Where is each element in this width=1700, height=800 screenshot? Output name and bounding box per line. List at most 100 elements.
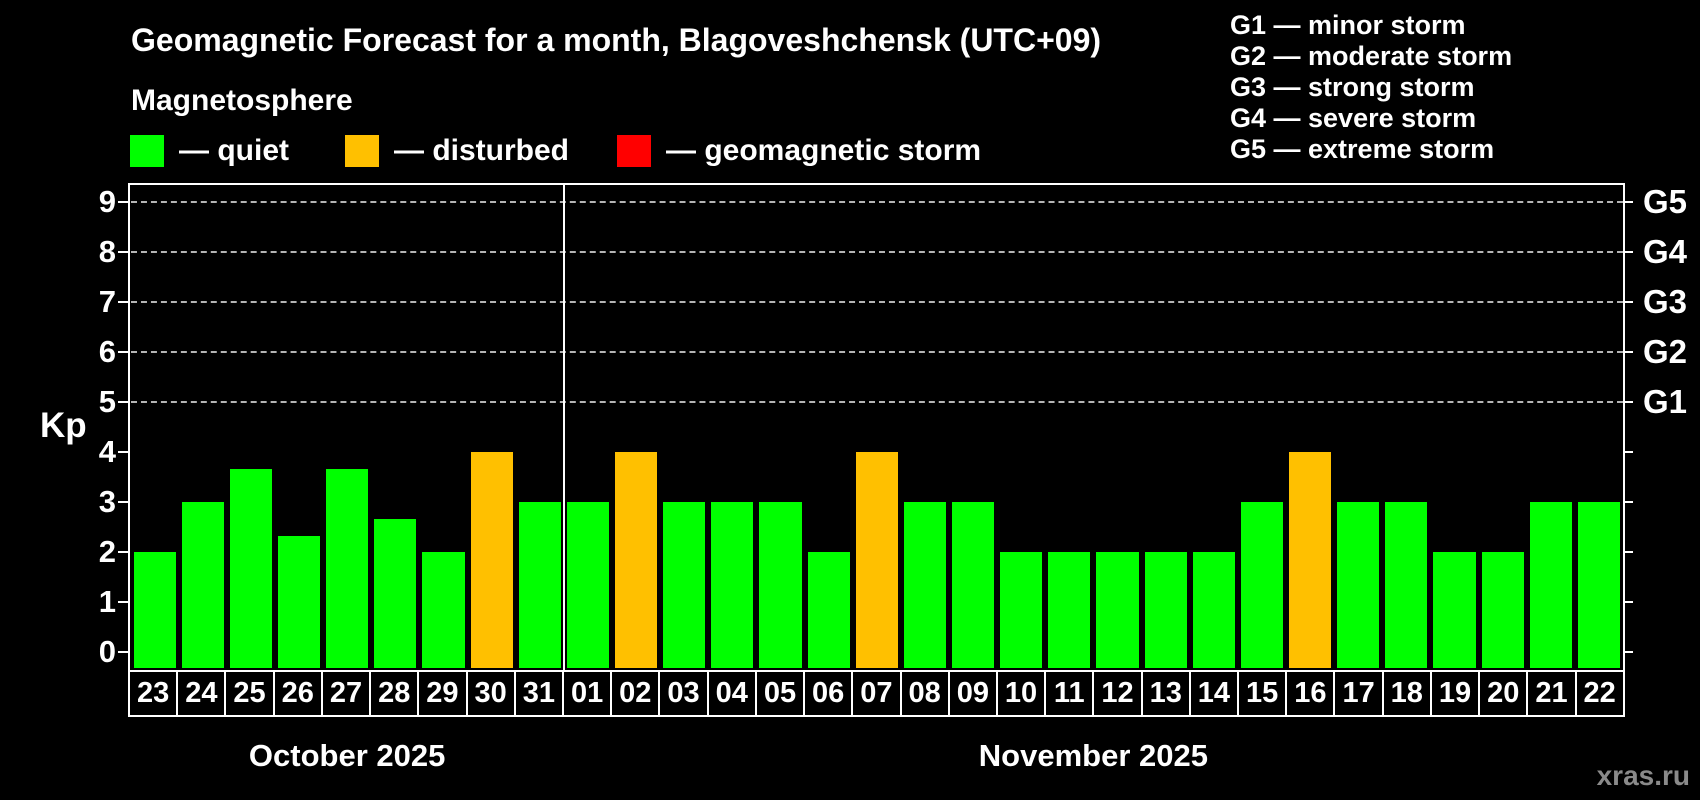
watermark: xras.ru xyxy=(1596,760,1690,791)
gridline-kp5 xyxy=(130,401,1623,403)
day-label-23: 23 xyxy=(136,677,170,709)
bar-day-02 xyxy=(614,452,658,668)
bar-day-11 xyxy=(1048,552,1091,668)
magnetosphere-label: Magnetosphere xyxy=(131,84,353,117)
bar-day-20 xyxy=(1481,552,1524,668)
bar-day-08 xyxy=(903,502,946,668)
day-label-19: 19 xyxy=(1429,672,1478,715)
storm-scale-line: G3 — strong storm xyxy=(1230,72,1475,102)
month-label: November 2025 xyxy=(978,738,1208,773)
bar-day-29 xyxy=(422,552,465,668)
right-axis-tick xyxy=(1623,201,1633,203)
day-label-20: 20 xyxy=(1478,672,1526,715)
y-tick-label-2: 2 xyxy=(98,534,116,569)
y-axis-tick xyxy=(118,201,128,203)
legend-label-disturbed: — disturbed xyxy=(394,134,570,167)
bar-day-27 xyxy=(326,468,369,668)
disturbed-swatch xyxy=(345,135,379,167)
bar-day-31 xyxy=(518,502,561,668)
storm-scale-line: G4 — severe storm xyxy=(1230,103,1477,133)
bar-day-28 xyxy=(374,518,417,668)
bar-day-13 xyxy=(1144,552,1187,668)
gridline-kp8 xyxy=(130,251,1623,253)
bar-day-18 xyxy=(1385,502,1428,668)
y-axis-tick xyxy=(118,401,128,403)
bar-day-01 xyxy=(566,502,609,668)
day-label-24: 24 xyxy=(176,672,224,715)
day-label-31: 31 xyxy=(513,672,562,715)
y-tick-label-6: 6 xyxy=(98,334,116,369)
y-axis-tick xyxy=(118,301,128,303)
y-tick-label-5: 5 xyxy=(98,384,116,419)
day-label-01: 01 xyxy=(561,672,610,715)
storm-swatch xyxy=(617,135,651,167)
day-label-22: 22 xyxy=(1574,672,1623,715)
legend-label-storm: — geomagnetic storm xyxy=(666,134,982,167)
bar-day-17 xyxy=(1337,502,1380,668)
storm-scale-line: G2 — moderate storm xyxy=(1230,41,1513,71)
bar-day-12 xyxy=(1096,552,1139,668)
bar-day-05 xyxy=(759,502,802,668)
gridline-kp7 xyxy=(130,301,1623,303)
y-axis-tick xyxy=(118,351,128,353)
day-label-03: 03 xyxy=(658,672,706,715)
bar-day-14 xyxy=(1192,552,1235,668)
day-label-27: 27 xyxy=(320,672,369,715)
plot-frame xyxy=(128,183,1625,670)
y-axis-label: Kp xyxy=(40,406,87,445)
bar-day-06 xyxy=(807,552,850,668)
bar-day-03 xyxy=(663,502,706,668)
y-tick-label-8: 8 xyxy=(98,234,116,269)
day-label-08: 08 xyxy=(899,672,948,715)
right-axis-tick xyxy=(1623,451,1633,453)
bar-day-09 xyxy=(951,502,995,668)
legend-label-quiet: — quiet xyxy=(179,134,289,167)
right-axis-tick xyxy=(1623,601,1633,603)
y-axis-tick xyxy=(118,551,128,553)
day-label-28: 28 xyxy=(369,672,417,715)
y-axis-tick xyxy=(118,501,128,503)
day-label-04: 04 xyxy=(706,672,755,715)
bar-day-30 xyxy=(470,452,513,668)
right-axis-label-g3: G3 xyxy=(1643,283,1688,320)
day-label-18: 18 xyxy=(1381,672,1430,715)
right-axis-label-g1: G1 xyxy=(1643,383,1688,420)
y-tick-label-9: 9 xyxy=(98,184,116,219)
bar-day-25 xyxy=(229,468,272,668)
bar-day-22 xyxy=(1577,502,1620,668)
legend-item-disturbed: — disturbed xyxy=(345,134,570,167)
month-label: October 2025 xyxy=(248,738,446,773)
day-label-10: 10 xyxy=(995,672,1044,715)
legend-item-quiet: — quiet xyxy=(130,134,289,167)
right-axis-tick xyxy=(1623,551,1633,553)
day-label-21: 21 xyxy=(1526,672,1574,715)
bar-day-15 xyxy=(1240,502,1283,668)
bar-day-04 xyxy=(711,502,754,668)
day-label-25: 25 xyxy=(224,672,272,715)
y-tick-label-0: 0 xyxy=(98,634,116,669)
y-tick-label-7: 7 xyxy=(98,284,116,319)
right-axis-label-g5: G5 xyxy=(1643,183,1688,220)
right-axis-label-g2: G2 xyxy=(1643,333,1688,370)
day-label-26: 26 xyxy=(272,672,321,715)
storm-scale-line: G5 — extreme storm xyxy=(1230,134,1495,164)
right-axis-tick xyxy=(1623,651,1633,653)
day-label-30: 30 xyxy=(465,672,514,715)
storm-scale-line: G1 — minor storm xyxy=(1230,10,1466,40)
bar-day-10 xyxy=(1000,552,1043,668)
bar-day-19 xyxy=(1433,552,1476,668)
y-axis-tick xyxy=(118,451,128,453)
bar-day-21 xyxy=(1529,502,1572,668)
day-label-09: 09 xyxy=(947,672,996,715)
day-label-16: 16 xyxy=(1285,672,1333,715)
bar-day-24 xyxy=(181,502,224,668)
right-axis-tick xyxy=(1623,351,1633,353)
y-axis-tick xyxy=(118,601,128,603)
day-label-14: 14 xyxy=(1188,672,1237,715)
y-axis-tick xyxy=(118,651,128,653)
y-tick-label-3: 3 xyxy=(98,484,116,519)
day-label-15: 15 xyxy=(1237,672,1285,715)
bar-day-23 xyxy=(133,552,176,668)
bar-day-26 xyxy=(277,535,321,668)
